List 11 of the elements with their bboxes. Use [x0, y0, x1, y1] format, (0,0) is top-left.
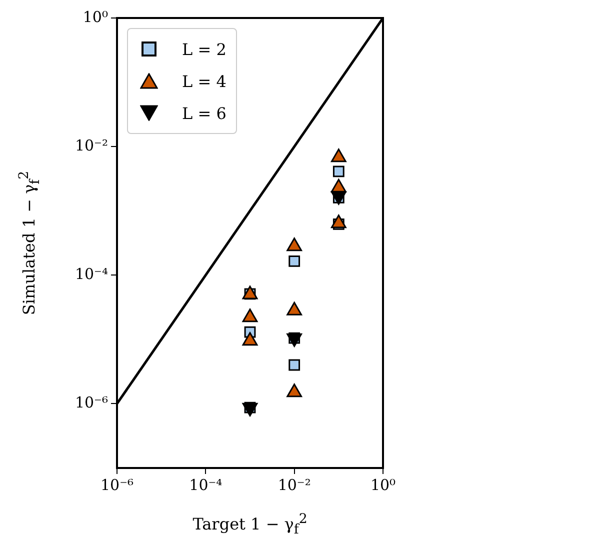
legend-label: L = 4: [182, 72, 226, 90]
legend-label: L = 6: [182, 104, 226, 122]
x-tick-label: 10⁻²: [278, 476, 311, 494]
y-tick-label: 10⁻⁶: [74, 394, 108, 412]
y-tick-label: 10⁻⁴: [74, 265, 108, 284]
y-tick-label: 10⁰: [82, 8, 108, 26]
x-tick-label: 10⁻⁶: [100, 476, 134, 494]
x-tick-label: 10⁻⁴: [189, 476, 222, 494]
legend-label: L = 2: [182, 40, 226, 58]
x-tick-label: 10⁰: [370, 476, 396, 494]
y-tick-label: 10⁻²: [74, 136, 108, 154]
